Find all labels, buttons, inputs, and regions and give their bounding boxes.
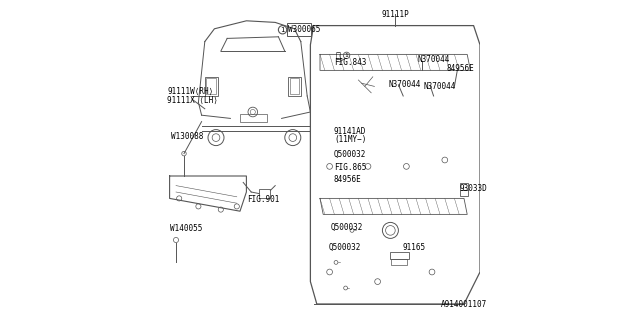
Text: ①: ①	[336, 51, 341, 60]
Circle shape	[344, 52, 349, 59]
Circle shape	[278, 26, 287, 34]
Bar	[240, 114, 268, 122]
Text: 91111W⟨RH⟩: 91111W⟨RH⟩	[167, 87, 213, 96]
Bar	[205, 77, 218, 96]
Text: 91111P: 91111P	[381, 10, 409, 19]
Bar	[290, 78, 300, 94]
Bar	[259, 189, 270, 198]
Text: 91141AD: 91141AD	[334, 127, 366, 136]
Text: N370044: N370044	[388, 80, 421, 89]
Text: FIG.865: FIG.865	[334, 163, 366, 172]
Bar	[288, 77, 301, 96]
Text: FIG.901: FIG.901	[247, 195, 280, 204]
Text: FIG.843: FIG.843	[334, 58, 366, 67]
Text: W140055: W140055	[170, 224, 203, 233]
Text: Q500032: Q500032	[334, 150, 366, 159]
Text: (11MY−): (11MY−)	[335, 135, 367, 144]
Text: Q500032: Q500032	[329, 243, 362, 252]
Text: 91165: 91165	[403, 244, 426, 252]
Text: 1: 1	[345, 53, 348, 58]
Text: 1: 1	[280, 27, 285, 33]
Text: A914001107: A914001107	[441, 300, 487, 309]
Text: 93033D: 93033D	[460, 184, 487, 193]
Text: N370044: N370044	[418, 55, 450, 64]
Text: 84956E: 84956E	[447, 64, 474, 73]
Text: 91111X ⟨LH⟩: 91111X ⟨LH⟩	[167, 96, 218, 105]
Bar	[390, 252, 409, 259]
Text: Q500032: Q500032	[331, 223, 363, 232]
Bar	[392, 259, 408, 265]
Bar	[460, 183, 468, 196]
Text: 84956E: 84956E	[334, 175, 362, 184]
Bar	[206, 78, 216, 94]
Text: N370044: N370044	[424, 82, 456, 91]
Text: W300065: W300065	[288, 25, 321, 34]
Text: W130088: W130088	[172, 132, 204, 140]
Bar	[287, 23, 311, 36]
